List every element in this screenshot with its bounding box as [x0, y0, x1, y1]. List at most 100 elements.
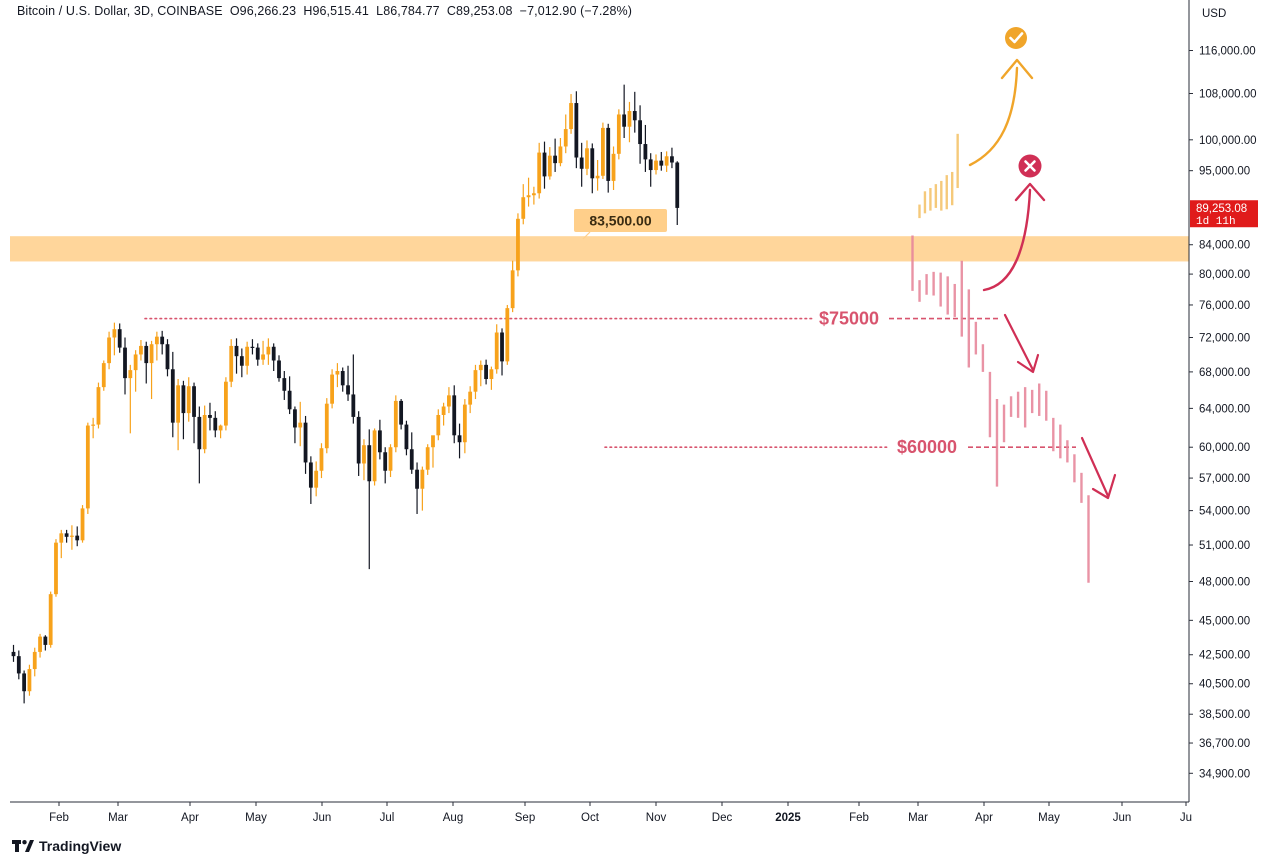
candle-body — [643, 144, 648, 160]
candle-body — [38, 636, 42, 652]
candle-body — [314, 470, 319, 488]
candle-body — [186, 386, 191, 414]
candle-body — [393, 400, 398, 448]
time-tick-label: 2025 — [775, 812, 801, 824]
time-tick-label: Apr — [181, 812, 199, 824]
candle-body — [48, 594, 53, 645]
candle-body — [537, 152, 542, 194]
candle-body — [16, 656, 21, 674]
down-arrow-1-shaft — [1003, 313, 1035, 372]
candle-body — [547, 155, 552, 177]
current-price-value: 89,253.08 — [1196, 203, 1247, 215]
resistance-zone-group: 83,500.00 — [10, 209, 1189, 262]
candle-body — [335, 371, 340, 375]
candle-body — [11, 651, 16, 657]
candle-body — [202, 414, 207, 450]
candle-body — [319, 448, 324, 471]
current-price-badge — [1190, 200, 1258, 228]
down-arrow-2-head — [1091, 473, 1117, 500]
retest-arrow-curve — [982, 188, 1032, 292]
time-tick-label: Jun — [313, 812, 332, 824]
candle-body — [648, 159, 653, 171]
price-tick-label: 51,000.00 — [1199, 540, 1250, 552]
candle-body — [622, 114, 627, 127]
candle-body — [404, 424, 409, 450]
candle-body — [638, 120, 642, 145]
candle-body — [542, 152, 547, 177]
candle-body — [415, 469, 419, 489]
arrows-group — [968, 27, 1117, 500]
candle-body — [579, 157, 584, 169]
price-tick-label: 80,000.00 — [1199, 269, 1250, 281]
candle-body — [32, 651, 37, 670]
zone-label: 83,500.00 — [589, 213, 651, 229]
close-value: 89,253.08 — [456, 4, 513, 18]
candle-body — [70, 535, 74, 537]
candle-body — [505, 308, 510, 362]
candle-body — [351, 394, 356, 417]
zone-label-pointer — [582, 231, 591, 240]
candle-body — [362, 445, 366, 464]
candle-body — [112, 329, 117, 338]
high-value: 96,515.41 — [312, 4, 369, 18]
price-tick-label: 48,000.00 — [1199, 577, 1250, 589]
price-tick-label: 42,500.00 — [1199, 650, 1250, 662]
candle-body — [64, 533, 69, 537]
bullish-arrow-curve — [968, 66, 1019, 167]
candle-body — [154, 336, 159, 345]
candle-body — [377, 430, 382, 453]
candle-body — [218, 425, 223, 431]
time-tick-label: Apr — [975, 812, 993, 824]
candle-body — [250, 346, 255, 348]
levels-group: $75000 $60000 — [144, 309, 1076, 457]
check-icon — [1009, 32, 1024, 44]
candle-body — [330, 374, 334, 404]
candle-body — [224, 381, 228, 426]
tradingview-logo[interactable]: TradingView — [12, 838, 121, 854]
candle-body — [574, 103, 579, 158]
time-tick-label: Mar — [908, 812, 928, 824]
candle-body — [478, 364, 483, 371]
time-tick-label: Sep — [515, 812, 535, 824]
candle-body — [356, 416, 361, 464]
price-tick-label: 72,000.00 — [1199, 333, 1250, 345]
bullish-arrow-head — [1000, 58, 1034, 80]
candle-body — [670, 156, 674, 163]
candle-body — [261, 354, 265, 360]
candle-body — [468, 391, 473, 405]
price-tick-label: 84,000.00 — [1199, 240, 1250, 252]
price-tick-label: 34,900.00 — [1199, 768, 1250, 780]
price-tick-label: 116,000.00 — [1199, 45, 1256, 57]
candle-body — [558, 146, 563, 164]
candle-body — [367, 445, 372, 482]
time-tick-label: Mar — [108, 812, 128, 824]
candle-body — [372, 430, 377, 482]
time-tick-label: Nov — [646, 812, 667, 824]
high-label: H — [303, 4, 313, 18]
candle-body — [654, 160, 658, 171]
candle-body — [510, 270, 515, 309]
candle-body — [197, 416, 202, 450]
candle-body — [675, 162, 680, 208]
tradingview-logo-icon — [12, 840, 34, 852]
candle-body — [324, 403, 329, 449]
change-value: −7,012.90 (−7.28%) — [519, 4, 632, 18]
resistance-zone — [10, 236, 1189, 262]
price-tick-label: 54,000.00 — [1199, 506, 1250, 518]
candle-body — [595, 175, 600, 179]
candle-body — [526, 195, 531, 198]
candle-body — [516, 218, 520, 271]
projection-group — [911, 133, 1090, 583]
close-label: C — [446, 4, 456, 18]
candle-body — [383, 452, 388, 471]
check-icon-circle — [1005, 27, 1027, 49]
candle-body — [340, 371, 345, 386]
candle-body — [431, 435, 435, 448]
time-tick-label: Ju — [1180, 812, 1192, 824]
symbol-title: Bitcoin / U.S. Dollar, 3D, COINBASE — [17, 4, 223, 18]
candle-body — [447, 395, 451, 407]
candle-body — [165, 344, 170, 370]
time-tick-label: Oct — [581, 812, 600, 824]
price-tick-label: 76,000.00 — [1199, 300, 1250, 312]
